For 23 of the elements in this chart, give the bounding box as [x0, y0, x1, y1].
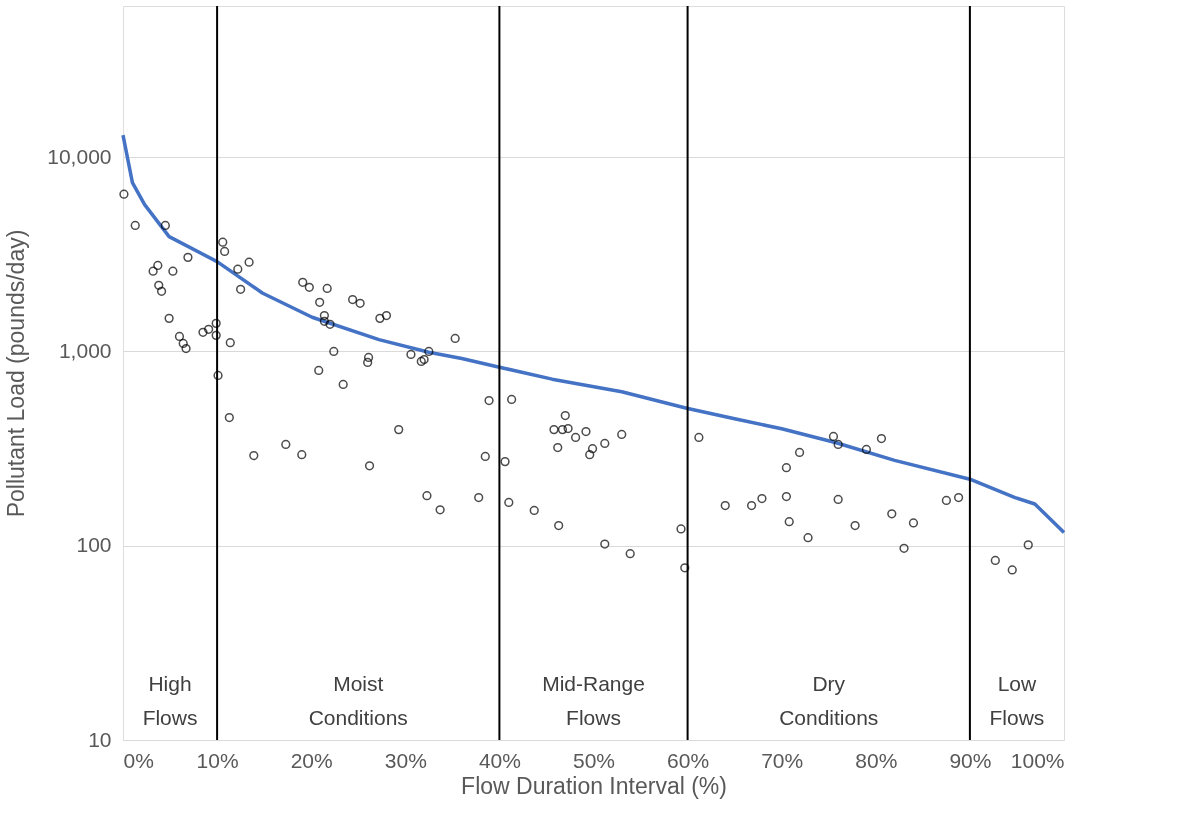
- x-tick-label: 0%: [123, 748, 154, 772]
- x-tick-label: 10%: [196, 748, 239, 772]
- y-tick-label: 100: [76, 533, 112, 557]
- x-tick-label: 80%: [855, 748, 898, 772]
- y-tick-label: 10,000: [47, 144, 112, 168]
- y-tick-label: 10: [88, 727, 112, 751]
- annotation: Moist Conditions: [308, 672, 408, 729]
- annotation: Dry Conditions: [779, 672, 879, 729]
- x-axis-title: Flow Duration Interval (%): [461, 772, 727, 799]
- x-tick-label: 30%: [384, 748, 427, 772]
- x-tick-label: 100%: [1010, 748, 1065, 772]
- x-tick-label: 40%: [478, 748, 521, 772]
- line-series: [121, 133, 1066, 535]
- annotation: Low Flows: [989, 672, 1045, 729]
- y-tick-label: 1,000: [58, 338, 112, 362]
- x-tick-label: 90%: [949, 748, 992, 772]
- y-axis-title: Pollutant Load (pounds/day): [3, 229, 30, 518]
- annotation: High Flows: [142, 672, 198, 729]
- x-tick-label: 50%: [572, 748, 616, 772]
- x-tick-label: 70%: [761, 748, 804, 772]
- x-tick-label: 60%: [667, 748, 710, 772]
- annotation: Mid-Range Flows: [542, 672, 645, 729]
- x-tick-label: 20%: [290, 748, 333, 772]
